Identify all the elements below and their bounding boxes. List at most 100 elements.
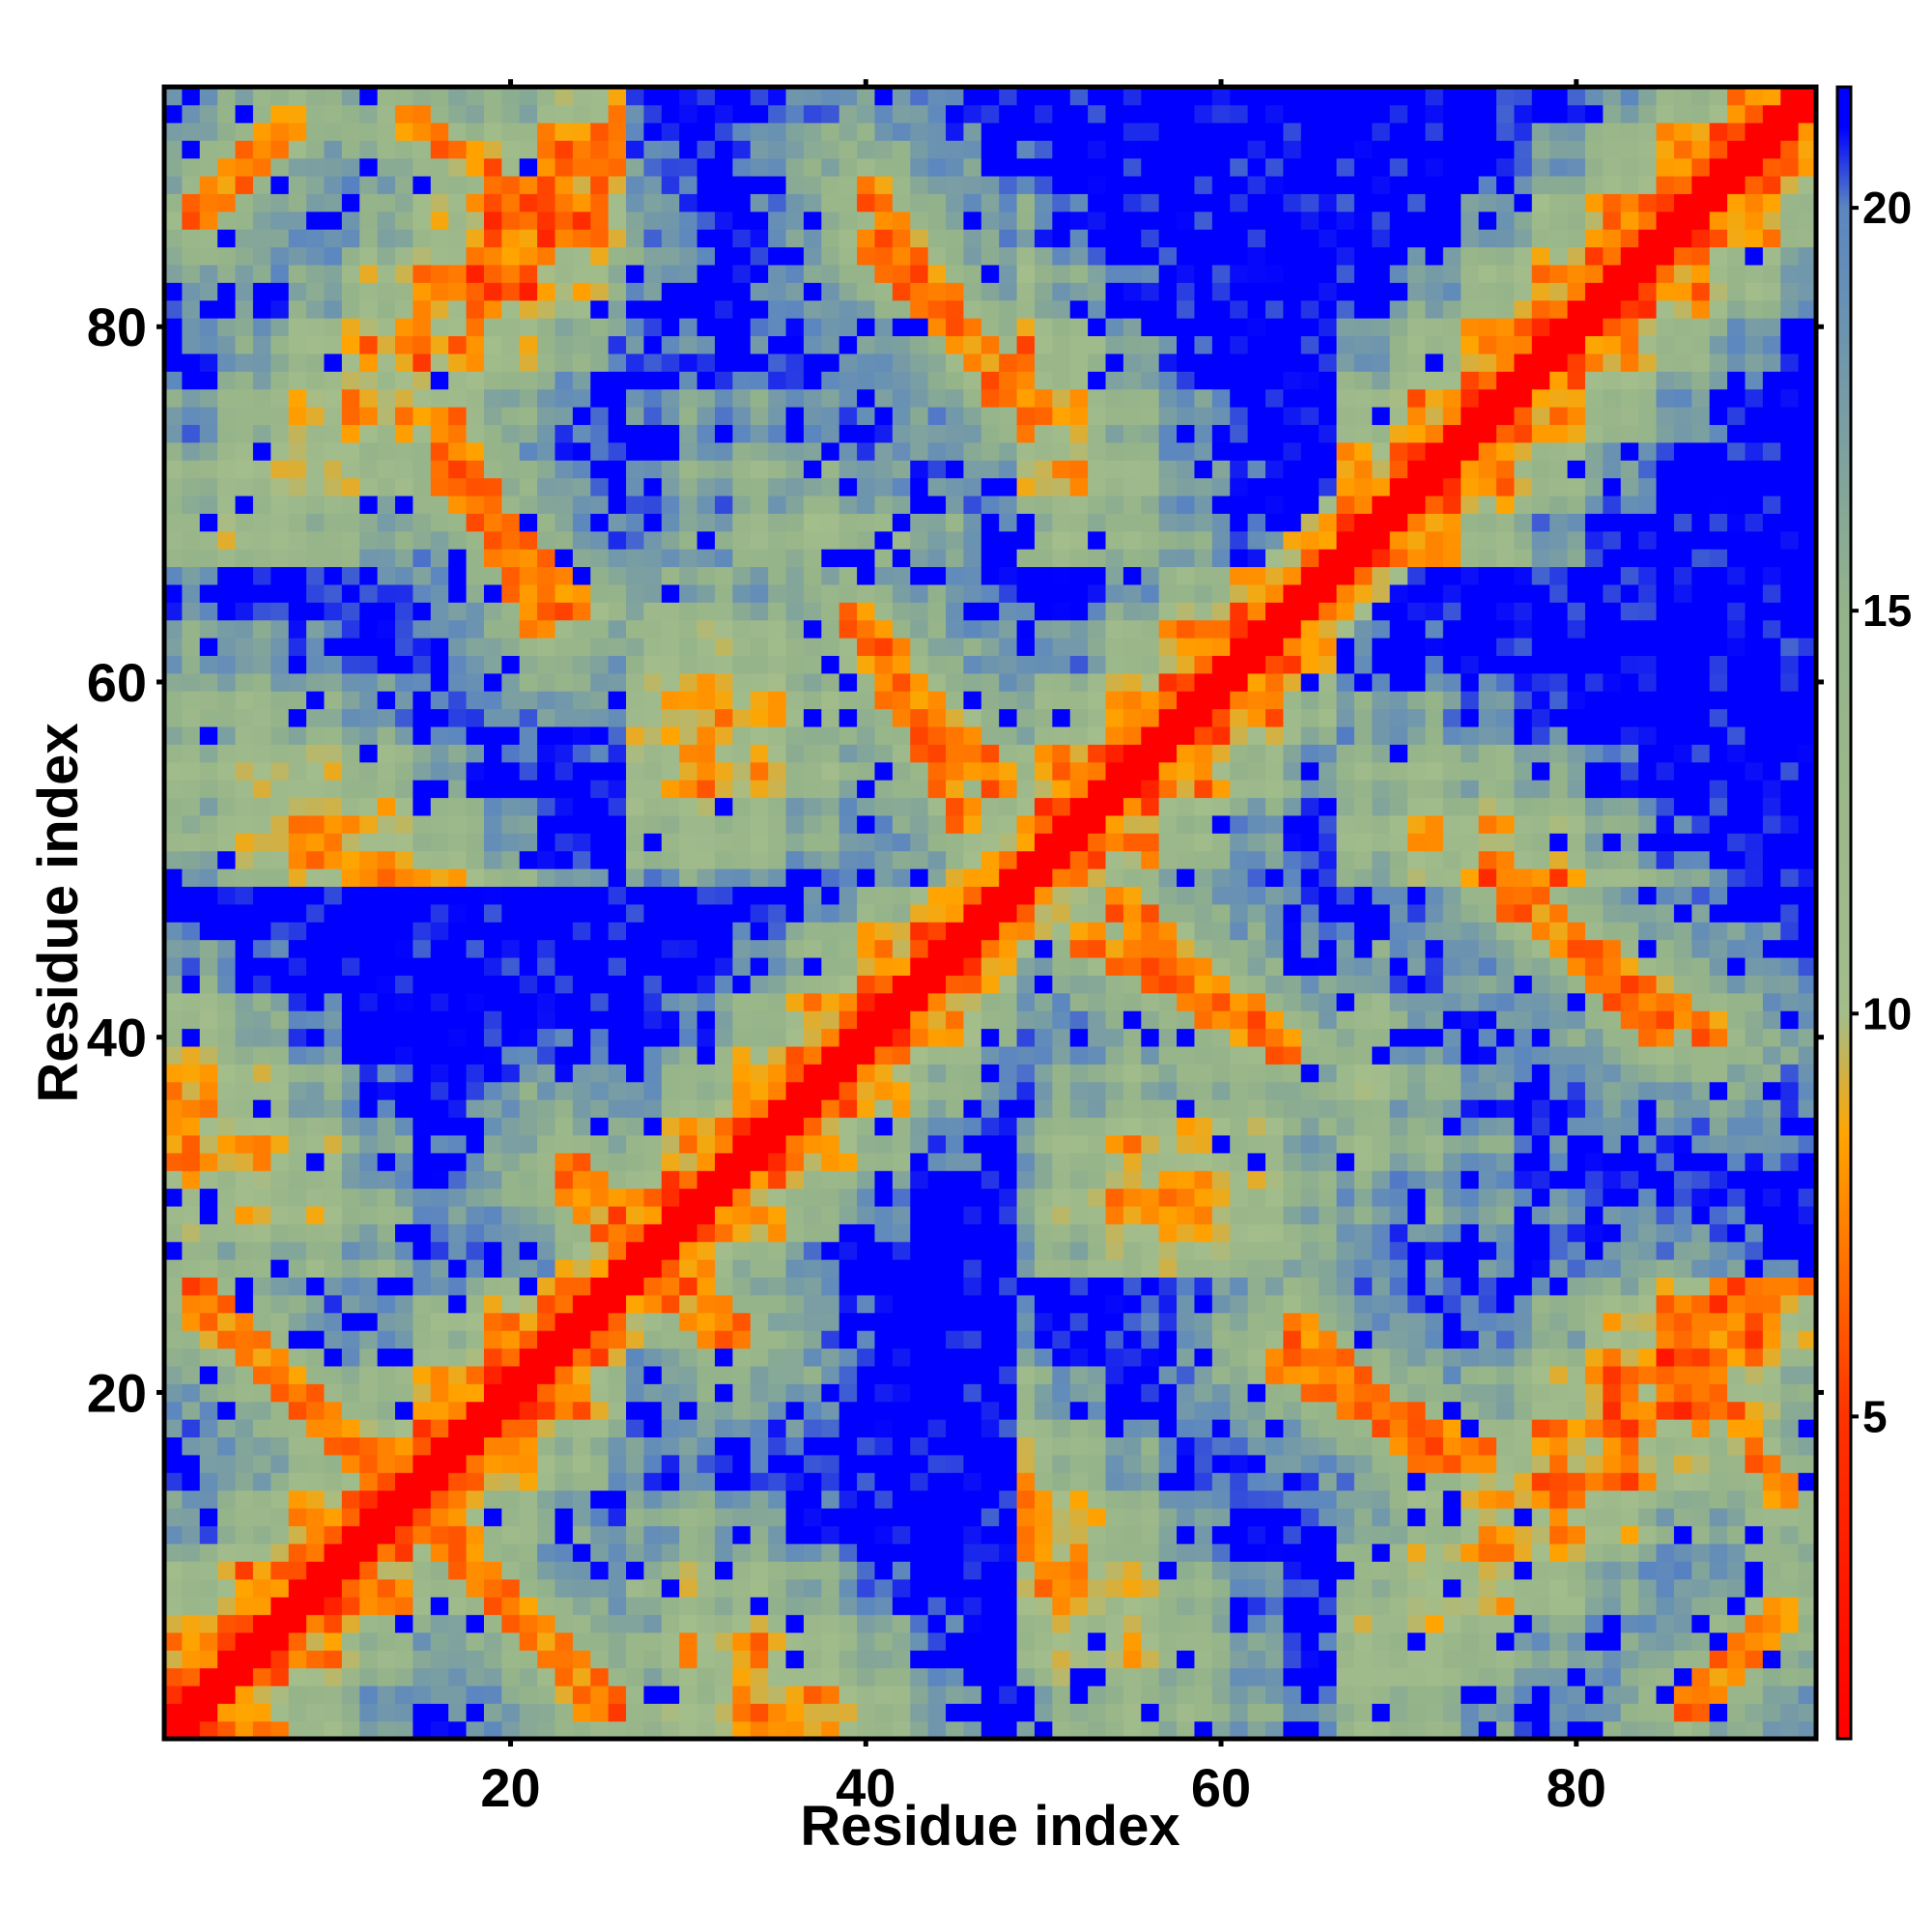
heatmap-cell (235, 87, 254, 105)
heatmap-cell (715, 441, 733, 461)
heatmap-cell (608, 353, 627, 372)
heatmap-cell (501, 638, 521, 656)
heatmap-cell (412, 1152, 432, 1172)
heatmap-cell (377, 353, 396, 372)
heatmap-cell (306, 157, 326, 177)
heatmap-cell (785, 1472, 805, 1492)
heatmap-cell (448, 1312, 468, 1331)
heatmap-cell (537, 1401, 556, 1420)
heatmap-cell (679, 1259, 698, 1278)
heatmap-cell (696, 193, 716, 213)
heatmap-cell (182, 1472, 201, 1492)
heatmap-cell (217, 406, 237, 425)
heatmap-cell (270, 335, 290, 355)
heatmap-cell (750, 1099, 769, 1119)
heatmap-cell (910, 1632, 929, 1651)
heatmap-cell (572, 211, 591, 230)
heatmap-cell (288, 672, 307, 692)
heatmap-cell (519, 1241, 538, 1261)
heatmap-cell (980, 602, 1000, 621)
heatmap-cell (1105, 814, 1124, 834)
heatmap-cell (696, 1401, 716, 1420)
heatmap-cell (430, 868, 449, 888)
heatmap-cell (270, 1294, 290, 1314)
heatmap-cell (892, 282, 911, 301)
heatmap-cell (785, 513, 805, 532)
heatmap-cell (554, 691, 574, 710)
heatmap-cell (715, 975, 733, 994)
heatmap-cell (910, 602, 929, 621)
heatmap-cell (927, 1436, 947, 1456)
heatmap-cell (199, 193, 218, 213)
heatmap-cell (643, 175, 663, 194)
heatmap-cell (679, 1685, 698, 1704)
heatmap-cell (1052, 1206, 1071, 1225)
heatmap-cell (235, 1134, 254, 1153)
heatmap-cell (182, 460, 201, 479)
heatmap-cell (252, 104, 271, 124)
heatmap-cell (679, 1045, 698, 1065)
heatmap-cell (1088, 460, 1107, 479)
heatmap-cell (270, 1099, 290, 1119)
heatmap-cell (608, 1472, 627, 1492)
heatmap-cell (1016, 1685, 1036, 1704)
heatmap-cell (324, 833, 343, 852)
heatmap-cell (999, 814, 1018, 834)
heatmap-cell (182, 1419, 201, 1438)
heatmap-cell (572, 549, 591, 568)
heatmap-cell (946, 1383, 965, 1403)
heatmap-cell (696, 1081, 716, 1100)
heatmap-cell (519, 1650, 538, 1669)
heatmap-cell (643, 1720, 663, 1740)
heatmap-cell (448, 264, 468, 283)
heatmap-cell (910, 406, 929, 425)
heatmap-cell (980, 868, 1000, 888)
heatmap-cell (590, 956, 610, 976)
heatmap-cell (838, 1614, 858, 1634)
heatmap-cell (537, 1276, 556, 1295)
heatmap-cell (590, 1401, 610, 1420)
heatmap-cell (466, 566, 485, 585)
heatmap-cell (395, 922, 414, 941)
heatmap-cell (963, 513, 982, 532)
heatmap-cell (838, 353, 858, 372)
heatmap-cell (270, 477, 290, 497)
heatmap-cell (182, 1045, 201, 1065)
heatmap-cell (199, 282, 218, 301)
heatmap-cell (590, 1561, 610, 1580)
heatmap-cell (980, 1241, 1000, 1261)
heatmap-cell (395, 566, 414, 585)
heatmap-cell (1034, 1081, 1053, 1100)
heatmap-cell (626, 1010, 645, 1030)
heatmap-cell (217, 1045, 237, 1065)
heatmap-cell (1105, 939, 1124, 958)
heatmap-cell (306, 1401, 326, 1420)
heatmap-cell (1105, 1720, 1124, 1740)
heatmap-cell (892, 1365, 911, 1384)
heatmap-cell (1088, 744, 1107, 763)
heatmap-cell (537, 1294, 556, 1314)
heatmap-cell (821, 903, 840, 923)
heatmap-cell (1016, 318, 1036, 337)
heatmap-cell (359, 1578, 379, 1598)
heatmap-cell (270, 1543, 290, 1562)
heatmap-cell (1088, 157, 1107, 177)
heatmap-cell (661, 1312, 680, 1331)
heatmap-cell (643, 335, 663, 355)
heatmap-cell (554, 1081, 574, 1100)
heatmap-cell (927, 691, 947, 710)
heatmap-cell (537, 1490, 556, 1509)
heatmap-cell (519, 1188, 538, 1207)
heatmap-cell (946, 229, 965, 248)
heatmap-cell (483, 1596, 502, 1615)
heatmap-cell (572, 691, 591, 710)
heatmap-cell (359, 1667, 379, 1687)
heatmap-cell (608, 246, 627, 266)
heatmap-cell (430, 1241, 449, 1261)
heatmap-cell (1052, 1276, 1071, 1295)
heatmap-cell (608, 886, 627, 905)
heatmap-cell (785, 655, 805, 674)
heatmap-cell (270, 157, 290, 177)
heatmap-cell (803, 1667, 822, 1687)
heatmap-cell (999, 460, 1018, 479)
